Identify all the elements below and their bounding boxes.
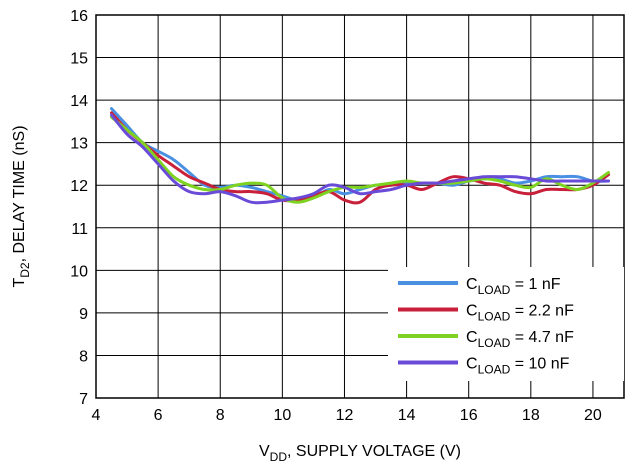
y-tick-label: 10 [70,263,88,280]
y-tick-label: 14 [70,93,88,110]
x-axis-label-rest: , SUPPLY VOLTAGE (V) [287,443,461,460]
y-tick-label: 12 [70,178,88,195]
x-axis-label: VDD, SUPPLY VOLTAGE (V) [259,443,461,464]
legend-label-rest: = 1 nF [510,276,560,293]
x-tick-label: 16 [460,407,478,424]
x-axis-label-main: V [259,443,270,460]
y-tick-labels: 7 8 9 10 11 12 13 14 15 16 [70,8,88,408]
x-axis-label-subscript: DD [270,450,288,464]
y-tick-label: 16 [70,8,88,25]
legend-label: CLOAD = 10 nF [466,356,570,377]
legend-label-main: C [466,303,478,320]
legend-label: CLOAD = 2.2 nF [466,303,574,324]
legend-label-subscript: LOAD [478,336,511,350]
series-line-4-7-nf [110,115,610,204]
series-lines [110,107,610,205]
legend-label: CLOAD = 4.7 nF [466,329,574,350]
x-tick-label: 14 [398,407,416,424]
legend-label-main: C [466,356,478,373]
series-line-10-nf [110,113,610,205]
x-tick-label: 8 [216,407,225,424]
legend-label-rest: = 4.7 nF [510,329,574,346]
legend-label-main: C [466,276,478,293]
y-axis-label: TD2, DELAY TIME (nS) [11,125,32,287]
plot-frame [95,14,625,399]
legend-label-subscript: LOAD [478,310,511,324]
series-line-1-nf [110,107,610,202]
y-axis-label-rest: , DELAY TIME (nS) [11,125,28,262]
y-axis-label-main: T [11,278,28,288]
y-tick-label: 13 [70,136,88,153]
legend-label-rest: = 2.2 nF [510,303,574,320]
x-tick-labels: 4 6 8 10 12 14 16 18 20 [92,407,602,424]
legend-label-subscript: LOAD [478,363,511,377]
legend-label-subscript: LOAD [478,283,511,297]
series-line-2-2-nf [110,111,610,205]
legend-label-main: C [466,329,478,346]
y-tick-label: 8 [79,348,88,365]
legend-label-rest: = 10 nF [510,356,569,373]
y-tick-label: 11 [71,221,88,238]
x-tick-label: 20 [584,407,602,424]
x-tick-label: 4 [92,407,101,424]
y-tick-label: 7 [79,391,88,408]
y-tick-label: 9 [79,306,88,323]
x-tick-label: 12 [336,407,354,424]
x-tick-label: 10 [273,407,291,424]
x-tick-label: 6 [154,407,163,424]
y-tick-label: 15 [70,51,88,68]
y-axis-label-subscript: D2 [18,262,32,278]
x-tick-label: 18 [522,407,540,424]
legend-label: CLOAD = 1 nF [466,276,561,297]
